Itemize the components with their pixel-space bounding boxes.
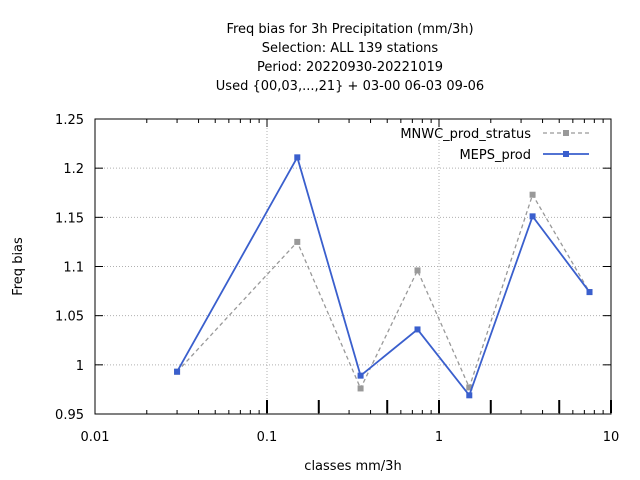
x-axis-label: classes mm/3h: [304, 459, 401, 474]
y-axis-label: Freq bias: [11, 237, 26, 296]
x-tick-label: 0.1: [257, 430, 278, 445]
grid-lines: [95, 119, 611, 414]
data-point: [414, 267, 421, 274]
legend-swatch-marker: [563, 130, 569, 136]
series-line-MEPS_prod: [176, 155, 591, 398]
title-line: Freq bias for 3h Precipitation (mm/3h): [226, 22, 473, 37]
legend-label: MNWC_prod_stratus: [400, 127, 531, 142]
legend-label: MEPS_prod: [459, 148, 531, 163]
legend: MNWC_prod_stratus MEPS_prod: [400, 127, 589, 163]
data-point: [529, 213, 536, 220]
y-tick-label: 1.05: [55, 310, 84, 325]
data-point: [466, 384, 473, 391]
series-lines: [174, 154, 593, 399]
title-line: Period: 20220930-20221019: [257, 60, 443, 75]
y-tick-label: 1: [76, 359, 84, 374]
data-point: [529, 191, 536, 198]
x-tick-label: 10: [603, 430, 620, 445]
y-tick-label: 0.95: [55, 408, 84, 423]
data-point: [294, 154, 301, 161]
legend-swatch-marker: [563, 151, 569, 157]
series-line-MNWC_prod_stratus: [176, 193, 591, 390]
title-line: Selection: ALL 139 stations: [262, 41, 439, 56]
y-tick-label: 1.15: [55, 211, 84, 226]
data-point: [466, 392, 473, 399]
data-point: [294, 238, 301, 245]
data-point: [357, 385, 364, 392]
data-point: [174, 368, 181, 375]
x-axis-ticks: 0.01 0.1 1 10: [81, 119, 620, 445]
data-point: [414, 326, 421, 333]
x-tick-label: 0.01: [81, 430, 110, 445]
x-tick-label: 1: [435, 430, 443, 445]
y-tick-label: 1.1: [63, 261, 84, 276]
y-axis-ticks: 0.95 1 1.05 1.1 1.15 1.2 1.25: [55, 113, 611, 423]
title-line: Used {00,03,...,21} + 03-00 06-03 09-06: [216, 79, 484, 94]
y-tick-label: 1.2: [63, 162, 84, 177]
chart-title: Freq bias for 3h Precipitation (mm/3h) Se…: [216, 22, 484, 94]
data-point: [357, 372, 364, 379]
y-tick-label: 1.25: [55, 113, 84, 128]
data-point: [586, 289, 593, 296]
